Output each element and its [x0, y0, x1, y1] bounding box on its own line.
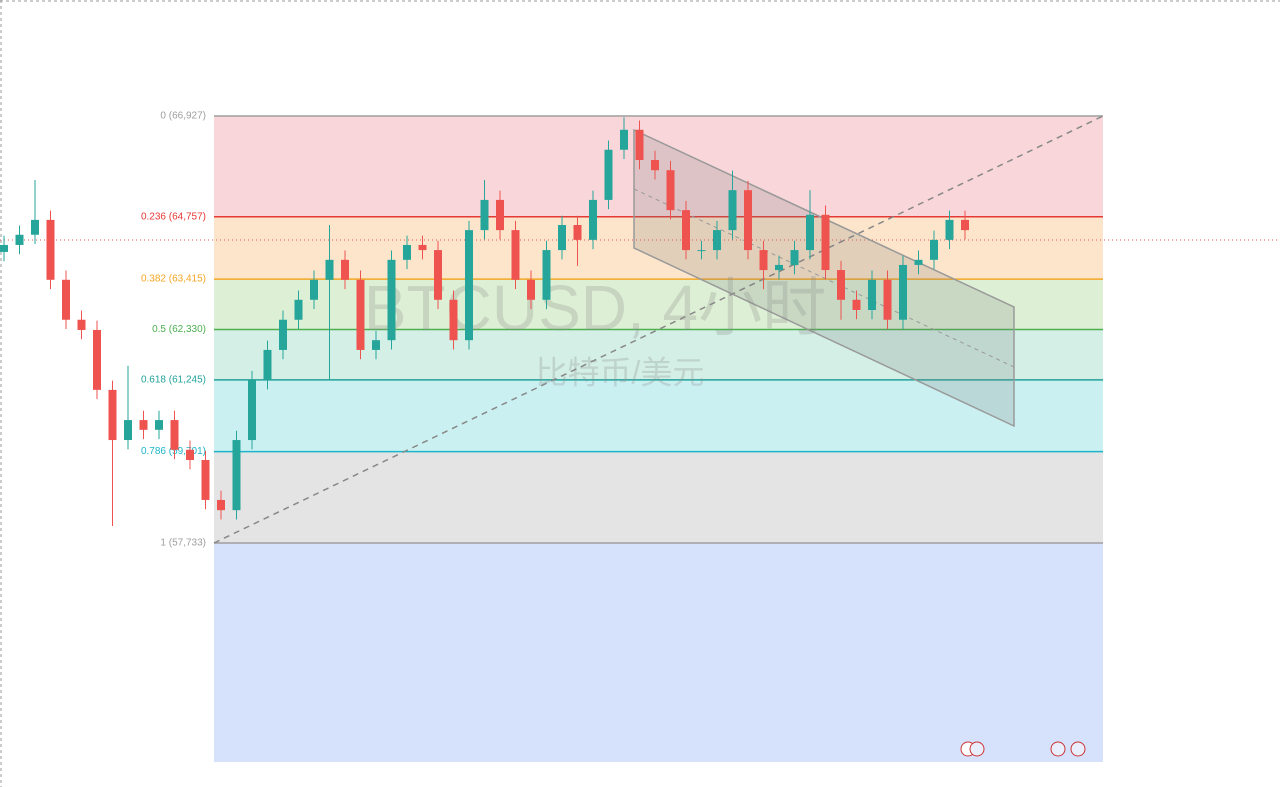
- candle-body: [837, 270, 845, 300]
- candle-body: [465, 230, 473, 341]
- candle-body: [263, 349, 272, 381]
- event-icon: [1050, 741, 1066, 757]
- candle-body: [651, 159, 659, 171]
- candle-body: [496, 199, 504, 231]
- fib-label: 0.382 (63,415): [141, 274, 206, 285]
- candle-body: [31, 219, 39, 235]
- channel-midline: [633, 188, 1015, 368]
- watermark-subtitle: 比特币/美元: [536, 354, 705, 390]
- fib-zone: [214, 451, 1103, 543]
- candle-body: [46, 219, 55, 280]
- candles: [0, 117, 969, 526]
- candle-body: [620, 129, 628, 150]
- candle-body: [418, 244, 427, 251]
- candle-body: [387, 259, 396, 341]
- candle-body: [868, 279, 876, 310]
- candle-body: [775, 264, 783, 271]
- candle-body: [744, 190, 752, 251]
- candle-body: [682, 210, 690, 251]
- candle-body: [294, 299, 303, 320]
- candle-body: [930, 239, 938, 260]
- candle-body: [604, 149, 613, 200]
- candle-body: [232, 440, 241, 511]
- candle-body: [248, 380, 256, 441]
- candle-body: [728, 190, 737, 231]
- candle-body: [527, 279, 535, 300]
- fib-label: 0.5 (62,330): [152, 324, 206, 335]
- candle-body: [108, 389, 117, 441]
- candle-body: [0, 244, 8, 252]
- event-icon: [1070, 741, 1086, 757]
- candle-body: [542, 250, 551, 300]
- event-icon: [969, 741, 985, 757]
- candle-body: [589, 199, 597, 240]
- candle-body: [403, 244, 411, 260]
- candle-body: [155, 420, 163, 430]
- candle-body: [914, 259, 923, 265]
- candle-body: [883, 279, 892, 320]
- candle-body: [759, 250, 768, 271]
- candle-body: [139, 420, 148, 430]
- candle-body: [697, 250, 706, 252]
- candle-body: [170, 420, 179, 450]
- candle-body: [356, 279, 365, 350]
- candle-body: [372, 340, 380, 350]
- candle-body: [852, 299, 861, 310]
- fib-label: 1 (57,733): [160, 538, 206, 549]
- candle-body: [201, 460, 210, 500]
- candle-body: [573, 225, 582, 240]
- candle-body: [558, 225, 566, 251]
- candle-body: [821, 214, 830, 271]
- candle-body: [77, 319, 86, 330]
- fib-retracement: 0 (66,927) 0.236 (64,757) 0.382 (63,415) 0.…: [141, 111, 1103, 762]
- event-icons: [960, 741, 1086, 757]
- candle-body: [899, 264, 907, 320]
- candle-body: [511, 230, 520, 280]
- candle-body: [310, 279, 318, 300]
- fib-zone: [214, 216, 1103, 280]
- candle-body: [15, 234, 24, 245]
- candle-body: [945, 219, 954, 240]
- fib-label: 0.236 (64,757): [141, 211, 206, 222]
- candle-body: [124, 420, 132, 441]
- candle-body: [62, 279, 70, 320]
- candle-body: [186, 449, 194, 461]
- candle-body: [666, 170, 675, 211]
- candle-body: [790, 250, 799, 265]
- candle-body: [279, 319, 287, 350]
- candle-body: [635, 129, 644, 160]
- candle-body: [480, 199, 489, 231]
- candle-body: [93, 329, 101, 390]
- candle-body: [806, 214, 814, 251]
- candle-body: [217, 499, 225, 511]
- fib-label: 0.786 (59,701): [141, 446, 206, 457]
- fib-label: 0 (66,927): [160, 111, 206, 122]
- candle-body: [325, 259, 334, 280]
- candle-body: [434, 250, 442, 300]
- candle-body: [713, 230, 721, 251]
- candle-body: [449, 299, 458, 341]
- fib-zone: [214, 543, 1103, 762]
- candle-body: [961, 219, 969, 231]
- fib-label: 0.618 (61,245): [141, 375, 206, 386]
- watermark-title: BTCUSD, 4小时: [364, 272, 826, 344]
- candle-body: [341, 259, 349, 280]
- fib-zone: [214, 379, 1103, 452]
